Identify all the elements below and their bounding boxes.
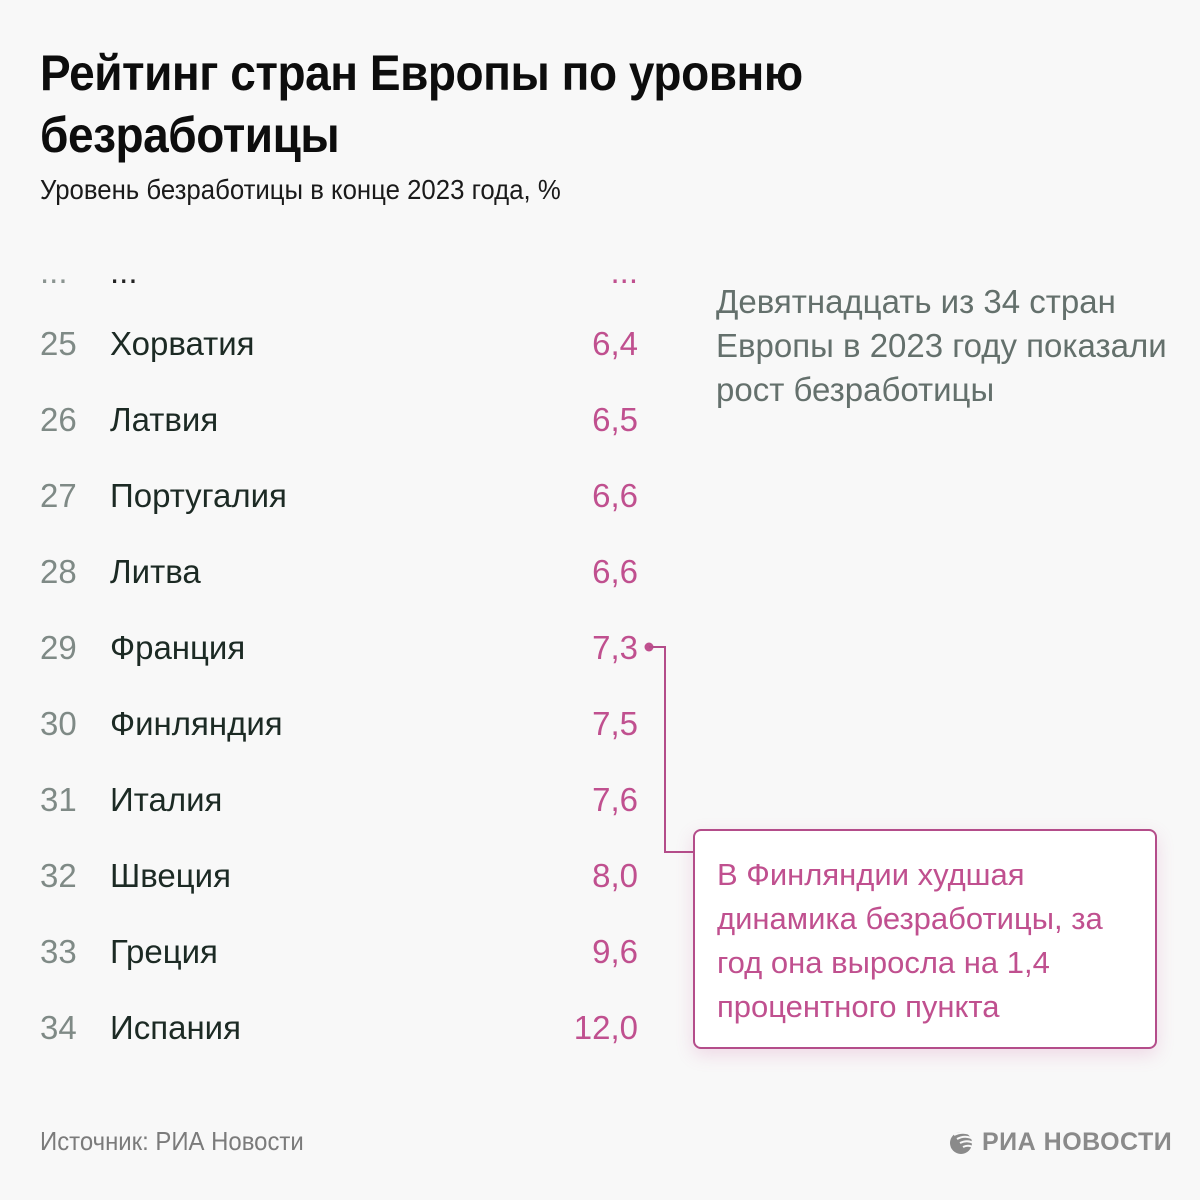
- country-cell: Греция: [110, 933, 218, 970]
- country-cell: Литва: [110, 553, 201, 590]
- value-cell: 7,5: [592, 705, 638, 742]
- table-row: 29 Франция 7,3: [0, 628, 700, 668]
- country-cell: Португалия: [110, 477, 287, 514]
- ria-logo: РИА НОВОСТИ: [948, 1126, 1172, 1158]
- page-title: Рейтинг стран Европы по уровню безработи…: [40, 45, 803, 163]
- country-cell: Финляндия: [110, 705, 283, 742]
- logo-text: РИА НОВОСТИ: [982, 1127, 1173, 1156]
- value-cell: 9,6: [592, 933, 638, 970]
- rank-cell: 26: [40, 401, 77, 438]
- value-cell: 6,6: [592, 477, 638, 514]
- value-cell: 7,6: [592, 781, 638, 818]
- finland-callout: В Финляндии худшая динамика безработицы,…: [693, 829, 1157, 1049]
- country-cell: Франция: [110, 629, 246, 666]
- ellipsis-country: ...: [110, 253, 138, 290]
- table-row: 25 Хорватия 6,4: [0, 324, 700, 364]
- callout-text: В Финляндии худшая динамика безработицы,…: [717, 857, 1103, 1024]
- ellipsis-value: ...: [610, 253, 638, 290]
- value-cell: 6,4: [592, 325, 638, 362]
- country-cell: Испания: [110, 1009, 241, 1046]
- country-cell: Хорватия: [110, 325, 255, 362]
- ranking-table: ... ... ... 25 Хорватия 6,4 26 Латвия 6,5 27 По…: [0, 252, 700, 1048]
- rank-cell: 30: [40, 705, 77, 742]
- value-cell: 12,0: [573, 1009, 638, 1046]
- table-row: 27 Португалия 6,6: [0, 476, 700, 516]
- rank-cell: 34: [40, 1009, 77, 1046]
- ellipsis-row: ... ... ...: [0, 252, 700, 292]
- table-row: 30 Финляндия 7,5: [0, 704, 700, 744]
- table-row: 31 Италия 7,6: [0, 780, 700, 820]
- country-cell: Италия: [110, 781, 223, 818]
- value-cell: 7,3: [592, 629, 638, 666]
- ellipsis-rank: ...: [40, 253, 68, 290]
- globe-icon: [950, 1131, 976, 1154]
- page-subtitle: Уровень безработицы в конце 2023 года, %: [40, 174, 561, 205]
- summary-note: Девятнадцать из 34 стран Европы в 2023 г…: [716, 283, 1167, 408]
- table-row: 33 Греция 9,6: [0, 932, 700, 972]
- table-row: 26 Латвия 6,5: [0, 400, 700, 440]
- country-cell: Швеция: [110, 857, 231, 894]
- table-row: 32 Швеция 8,0: [0, 856, 700, 896]
- rank-cell: 28: [40, 553, 77, 590]
- rank-cell: 25: [40, 325, 77, 362]
- source-label: Источник: РИА Новости: [40, 1126, 304, 1156]
- rank-cell: 31: [40, 781, 77, 818]
- table-row: 28 Литва 6,6: [0, 552, 700, 592]
- rank-cell: 33: [40, 933, 77, 970]
- value-cell: 6,5: [592, 401, 638, 438]
- value-cell: 8,0: [592, 857, 638, 894]
- rank-cell: 32: [40, 857, 77, 894]
- value-cell: 6,6: [592, 553, 638, 590]
- table-row: 34 Испания 12,0: [0, 1008, 700, 1048]
- country-cell: Латвия: [110, 401, 219, 438]
- rank-cell: 27: [40, 477, 77, 514]
- rank-cell: 29: [40, 629, 77, 666]
